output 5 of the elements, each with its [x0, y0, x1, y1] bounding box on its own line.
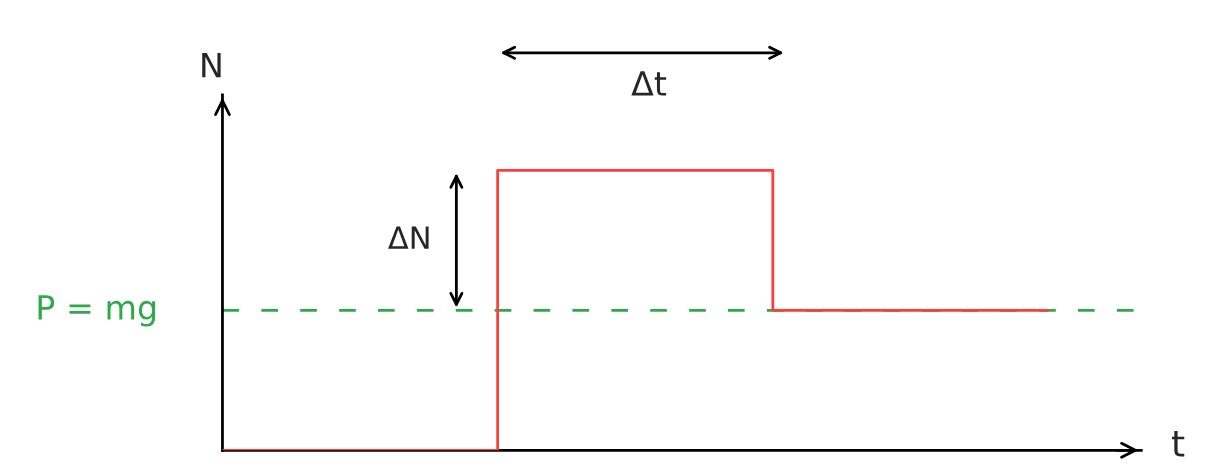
annotation: ΔN — [388, 226, 429, 249]
x-axis-title: t — [1171, 431, 1185, 457]
y-axis-title: N — [202, 52, 221, 78]
text: Δt — [631, 71, 667, 96]
ref-line-label: P = mg — [38, 295, 156, 327]
